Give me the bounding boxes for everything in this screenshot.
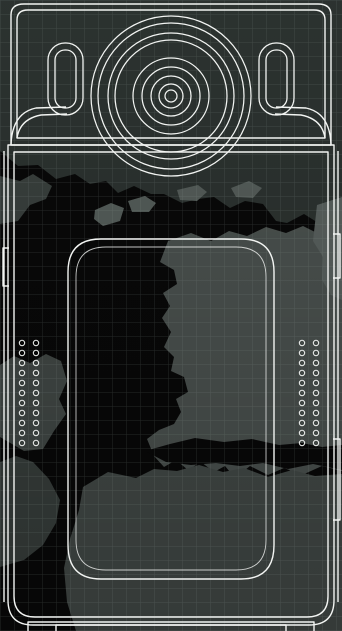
lens-ring-7 (150, 75, 192, 117)
device-outline (2, 3, 341, 631)
device-body (13, 151, 329, 618)
right-light-outer (258, 42, 295, 116)
lens-ring-8 (158, 83, 184, 109)
left-indicator-light-icon (47, 42, 84, 116)
device-top-shell (10, 3, 332, 146)
button-left (2, 247, 9, 287)
device-top-arch-inner-right (274, 113, 326, 139)
lens-ring-3 (107, 32, 235, 160)
lens-ring-6 (141, 66, 201, 126)
lens-ring-1 (90, 15, 252, 177)
device-shoulder (7, 144, 335, 626)
device-bottom-detail (55, 624, 287, 631)
display-window-inner (75, 246, 267, 571)
speaker-grille-left (18, 339, 40, 447)
lens-ring-9 (164, 89, 178, 103)
device-bottom-lip (27, 621, 315, 631)
speaker-grille-icon (18, 339, 320, 447)
left-light-outer (47, 42, 84, 116)
lens-ring-2 (97, 22, 245, 170)
speaker-grille-right (298, 339, 320, 447)
right-indicator-light-icon (258, 42, 295, 116)
device-top-arch-right (275, 106, 332, 146)
lens-ring-4 (114, 39, 228, 153)
device-top-shell-inner (16, 9, 326, 139)
left-light-inner (54, 49, 77, 109)
camera-lens-icon (90, 15, 252, 177)
device-top-arch-inner-left (16, 113, 68, 139)
device-top-arch-left (10, 106, 67, 146)
right-light-inner (265, 49, 288, 109)
button-right-lower (333, 438, 341, 521)
indicator-lights (47, 42, 295, 116)
lens-ring-5 (132, 57, 210, 135)
button-right (333, 233, 341, 279)
display-window-frame (67, 238, 275, 580)
